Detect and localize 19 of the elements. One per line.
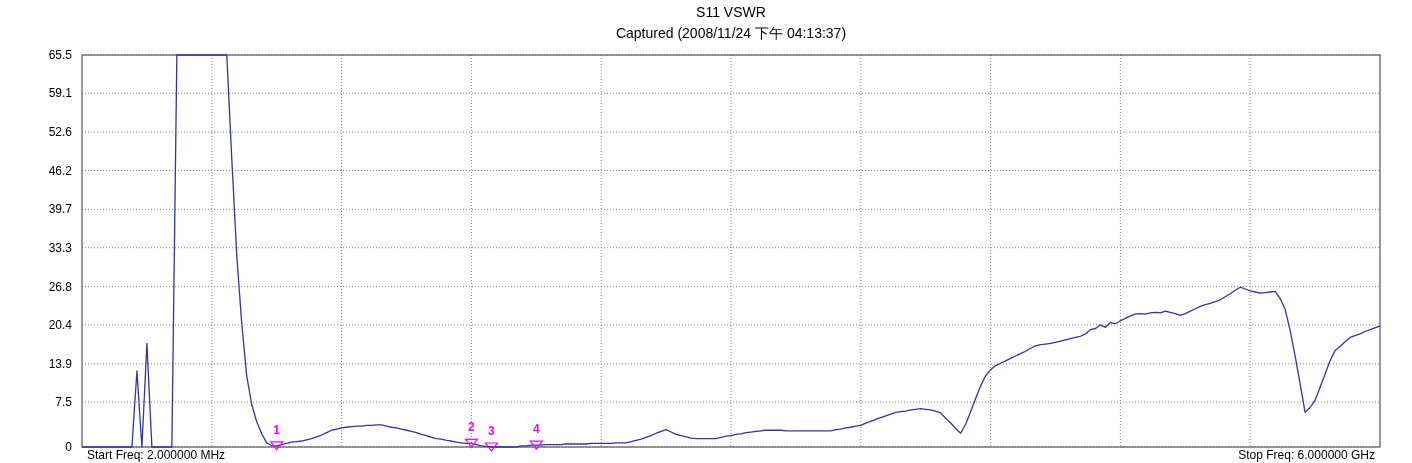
series-label: 3 bbox=[488, 424, 496, 438]
chart-title: S11 VSWR bbox=[696, 4, 766, 20]
y-tick-label: 65.5 bbox=[48, 48, 73, 62]
text: Start Freq: 2.000000 MHz bbox=[87, 448, 226, 462]
series-label: 1 bbox=[273, 422, 281, 437]
series-label: 2 bbox=[468, 420, 476, 435]
y-tick-label: 7.5 bbox=[55, 395, 73, 410]
y-tick-label: 0 bbox=[65, 440, 73, 454]
y-tick-label: 26.8 bbox=[48, 279, 73, 294]
y-tick-label: 52.6 bbox=[48, 125, 73, 140]
y-tick-label: 59.1 bbox=[48, 86, 73, 101]
text: Stop Freq: 6.000000 GHz bbox=[1238, 448, 1375, 462]
chart-subtitle: Captured (2008/11/24 下午 04:13:37) bbox=[615, 25, 847, 41]
y-tick-label: 33.3 bbox=[48, 240, 73, 255]
y-tick-label: 13.9 bbox=[48, 356, 73, 371]
series-label: 4 bbox=[532, 422, 540, 437]
y-tick-label: 46.2 bbox=[48, 163, 73, 178]
y-tick-label: 39.7 bbox=[48, 202, 73, 217]
y-tick-label: 20.4 bbox=[48, 317, 73, 332]
